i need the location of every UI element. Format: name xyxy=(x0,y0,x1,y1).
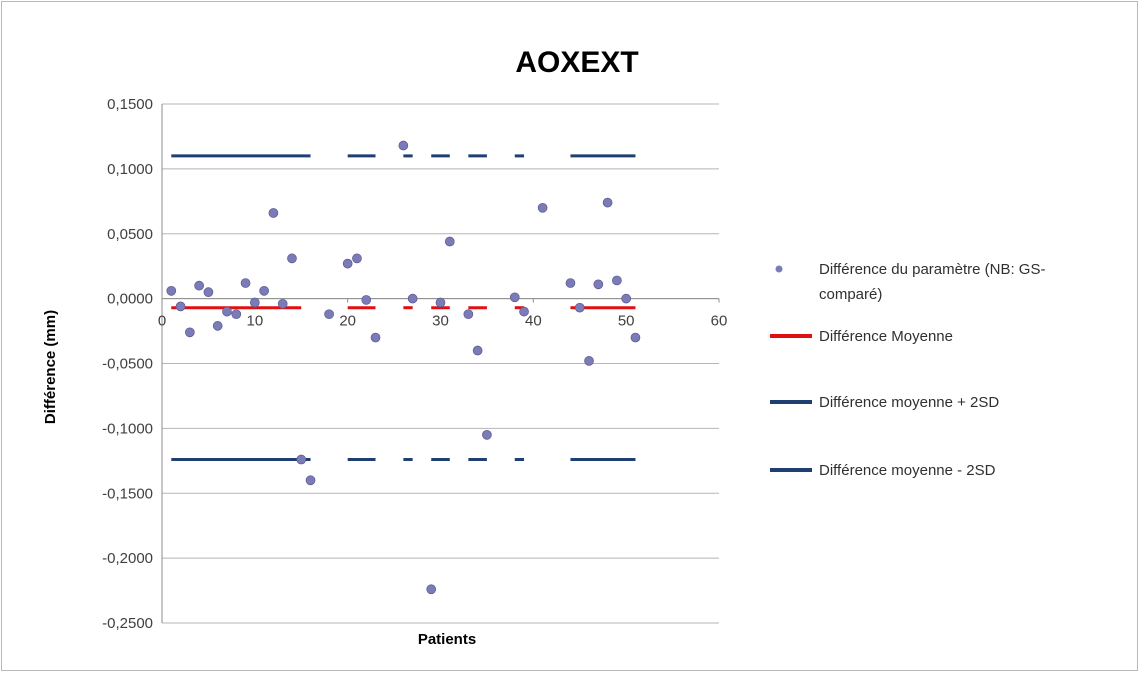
data-point xyxy=(166,285,177,296)
x-tick-label: 60 xyxy=(711,313,728,330)
data-point xyxy=(296,454,307,465)
data-point xyxy=(249,297,260,308)
data-point xyxy=(398,140,409,151)
x-axis-label: Patients xyxy=(418,631,476,648)
y-tick-label: -0,1000 xyxy=(102,420,153,437)
x-tick-label: 50 xyxy=(618,313,635,330)
legend-label-scatter-line2: comparé) xyxy=(819,286,882,303)
data-point xyxy=(584,356,594,366)
y-tick-label: 0,0000 xyxy=(107,291,153,308)
data-point xyxy=(426,584,437,595)
y-tick-label: -0,2000 xyxy=(102,550,153,567)
y-tick-labels: 0,1500 0,1000 0,0500 0,0000 -0,0500 -0,1000 -0… xyxy=(102,96,153,632)
y-tick-label: 0,0500 xyxy=(107,226,153,243)
chart-title: AOXEXT xyxy=(515,46,638,79)
data-point xyxy=(630,332,641,343)
legend-label-mean: Différence Moyenne xyxy=(819,328,953,345)
scatter-points xyxy=(166,140,641,595)
data-point xyxy=(444,236,455,247)
x-tick-label: 0 xyxy=(158,313,166,330)
data-point xyxy=(305,475,316,486)
data-point xyxy=(565,278,576,288)
y-tick-label: -0,2500 xyxy=(102,615,153,632)
x-tick-label: 20 xyxy=(339,313,356,330)
data-point xyxy=(593,279,604,290)
data-point xyxy=(407,293,418,304)
data-point xyxy=(259,285,269,296)
data-point xyxy=(324,309,334,320)
data-point xyxy=(435,297,446,308)
data-point xyxy=(268,208,279,218)
data-point xyxy=(175,301,186,312)
y-axis-label: Différence (mm) xyxy=(42,310,59,424)
y-tick-label: -0,0500 xyxy=(102,356,153,373)
reference-lines xyxy=(171,154,636,462)
y-tick-label: 0,1000 xyxy=(107,161,153,178)
data-point xyxy=(222,306,232,317)
data-point xyxy=(519,306,529,317)
data-point xyxy=(472,345,483,356)
data-point xyxy=(463,309,474,320)
legend-label-minus2sd: Différence moyenne - 2SD xyxy=(819,462,996,479)
data-point xyxy=(203,287,214,297)
y-tick-label: 0,1500 xyxy=(107,96,153,113)
legend-marker-scatter xyxy=(775,265,783,273)
data-point xyxy=(621,293,632,304)
data-point xyxy=(602,197,613,208)
data-point xyxy=(342,258,353,269)
data-point xyxy=(287,253,297,264)
legend-label-plus2sd: Différence moyenne + 2SD xyxy=(819,394,999,411)
data-point xyxy=(612,275,622,286)
data-point xyxy=(537,202,548,213)
data-point xyxy=(509,292,520,303)
data-point xyxy=(361,295,372,305)
y-tick-label: -0,1500 xyxy=(102,485,153,502)
data-point xyxy=(277,298,288,309)
x-tick-label: 40 xyxy=(525,313,542,330)
legend: Différence du paramètre (NB: GS- comparé… xyxy=(770,261,1045,479)
data-point xyxy=(185,327,195,338)
legend-label-scatter-line1: Différence du paramètre (NB: GS- xyxy=(819,261,1045,278)
data-point xyxy=(574,302,585,313)
data-point xyxy=(482,430,492,440)
data-point xyxy=(352,253,362,264)
data-point xyxy=(212,321,223,331)
data-point xyxy=(370,332,381,343)
grid-lines xyxy=(161,103,720,624)
data-point xyxy=(194,280,204,291)
data-point xyxy=(240,278,251,288)
x-tick-labels: 0 10 20 30 40 50 60 xyxy=(158,313,728,330)
data-point xyxy=(231,309,242,320)
x-tick-label: 10 xyxy=(246,313,263,330)
x-tick-label: 30 xyxy=(432,313,449,330)
